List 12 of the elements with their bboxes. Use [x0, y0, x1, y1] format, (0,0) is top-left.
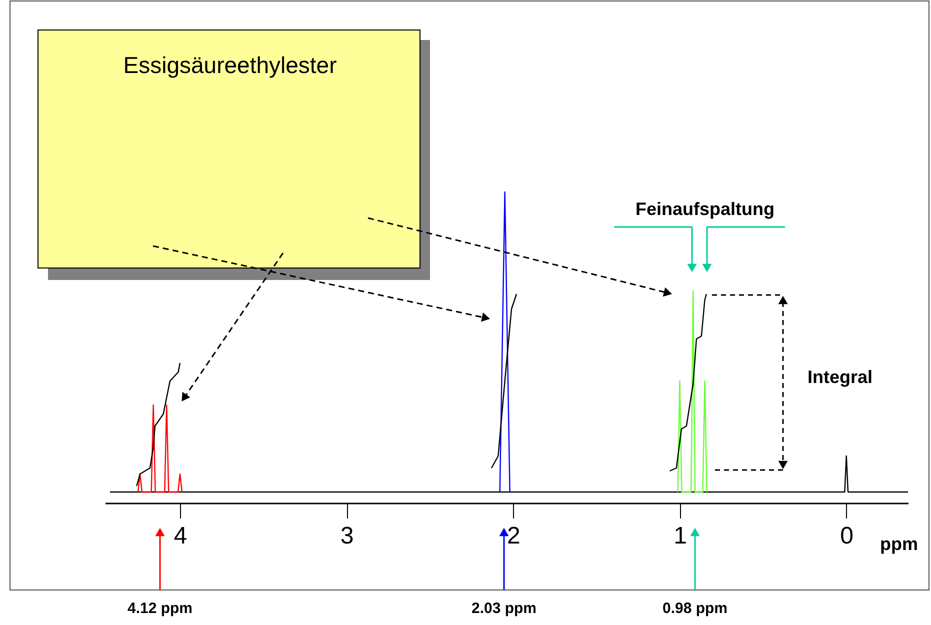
annotation: Integral	[807, 367, 873, 387]
text: 0.98 ppm	[662, 600, 728, 617]
annotation: Feinaufspaltung	[636, 199, 774, 219]
chart-title: Essigsäureethylester	[123, 52, 338, 78]
x-tick-label: 0	[840, 522, 854, 550]
x-tick-label: 3	[340, 522, 354, 550]
text: 2.03 ppm	[471, 600, 537, 617]
x-axis-title: ppm	[880, 534, 918, 554]
x-tick-label: 2	[506, 522, 520, 550]
text: 4.12 ppm	[127, 600, 193, 617]
x-tick-label: 1	[674, 522, 687, 550]
x-tick-label: 4	[174, 522, 188, 550]
